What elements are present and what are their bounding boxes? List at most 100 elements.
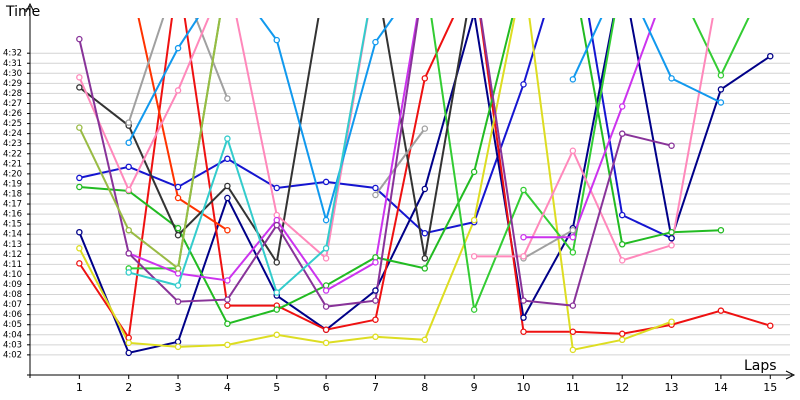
y-tick-label: 4:12	[3, 250, 22, 260]
y-tick-label: 4:10	[3, 270, 22, 280]
data-point	[224, 277, 231, 284]
data-point	[224, 302, 231, 309]
y-tick-label: 4:04	[3, 330, 22, 340]
y-tick-label: 4:20	[3, 169, 22, 179]
y-tick-label: 4:26	[3, 109, 22, 119]
series-line	[78, 18, 221, 271]
data-point	[273, 36, 281, 44]
data-point	[421, 185, 429, 193]
y-tick-label: 4:29	[3, 79, 22, 89]
data-point	[569, 226, 577, 234]
data-point	[520, 297, 527, 304]
data-point	[668, 75, 675, 82]
data-point	[322, 303, 330, 310]
data-point	[421, 265, 429, 272]
data-point	[618, 241, 626, 248]
y-tick-label: 4:22	[3, 149, 22, 159]
series-line	[79, 18, 721, 325]
data-point	[767, 322, 774, 329]
data-point	[668, 228, 675, 236]
data-point	[520, 186, 527, 194]
x-tick-label: 6	[323, 381, 330, 394]
data-point	[421, 255, 429, 262]
data-point	[76, 183, 83, 191]
x-tick-label: 7	[372, 381, 379, 394]
data-point	[372, 259, 379, 266]
data-point	[224, 194, 231, 202]
data-point	[76, 74, 83, 81]
data-point	[618, 330, 626, 338]
series-line	[78, 18, 771, 341]
data-point	[125, 226, 132, 234]
data-point	[273, 184, 281, 192]
data-point	[322, 216, 330, 224]
data-point	[76, 228, 83, 236]
y-tick-label: 4:14	[3, 230, 22, 240]
data-point	[76, 84, 83, 91]
y-tick-label: 4:08	[3, 290, 22, 300]
x-axis-title: Laps	[744, 358, 777, 374]
data-point	[125, 119, 132, 126]
data-point	[224, 155, 231, 163]
data-point	[125, 163, 132, 171]
y-tick-label: 4:25	[3, 119, 22, 129]
data-point	[273, 221, 281, 229]
x-tick-label: 4	[224, 381, 231, 394]
x-axis-arrow	[785, 370, 796, 380]
data-point	[520, 81, 527, 88]
x-tick-label: 9	[471, 381, 478, 394]
y-tick-label: 4:31	[3, 59, 22, 69]
data-point	[717, 307, 725, 314]
data-point	[618, 103, 626, 110]
data-point	[470, 168, 478, 176]
y-tick-label: 4:19	[3, 179, 22, 189]
y-tick-label: 4:21	[3, 159, 22, 169]
data-point	[322, 287, 330, 294]
data-point	[174, 87, 182, 94]
data-point	[273, 259, 281, 266]
data-point	[174, 343, 182, 351]
data-point	[767, 52, 774, 60]
data-point	[569, 302, 577, 309]
data-point	[322, 178, 330, 186]
data-point	[569, 249, 577, 256]
data-point	[174, 194, 182, 202]
data-point	[322, 255, 330, 262]
data-point	[224, 182, 231, 190]
x-tick-label: 11	[566, 381, 580, 394]
data-point	[174, 298, 182, 305]
data-point	[372, 184, 379, 192]
data-point	[76, 260, 83, 267]
y-tick-label: 4:32	[3, 49, 22, 59]
data-point	[717, 226, 725, 234]
y-tick-label: 4:11	[3, 260, 22, 270]
y-axis-title: Time	[5, 4, 40, 20]
data-point	[125, 250, 132, 257]
data-point	[569, 147, 577, 154]
y-tick-label: 4:18	[3, 189, 22, 199]
x-tick-label: 12	[615, 381, 629, 394]
data-point	[520, 328, 527, 336]
data-point	[322, 339, 330, 347]
data-point	[668, 242, 675, 249]
data-point	[569, 328, 577, 336]
series-line	[127, 18, 574, 260]
data-point	[76, 124, 83, 131]
y-tick-label: 4:02	[3, 350, 22, 360]
x-tick-label: 10	[517, 381, 531, 394]
data-point	[717, 99, 725, 106]
y-tick-label: 4:05	[3, 320, 22, 330]
series-line	[128, 18, 369, 295]
data-point	[125, 269, 132, 276]
data-point	[372, 38, 379, 46]
data-point	[372, 191, 379, 199]
data-point	[372, 333, 379, 341]
data-point	[372, 287, 379, 294]
data-point	[125, 139, 132, 146]
data-point	[174, 183, 182, 191]
data-point	[717, 72, 725, 79]
y-tick-label: 4:06	[3, 310, 22, 320]
x-tick-label: 15	[763, 381, 777, 394]
data-point	[174, 44, 182, 52]
